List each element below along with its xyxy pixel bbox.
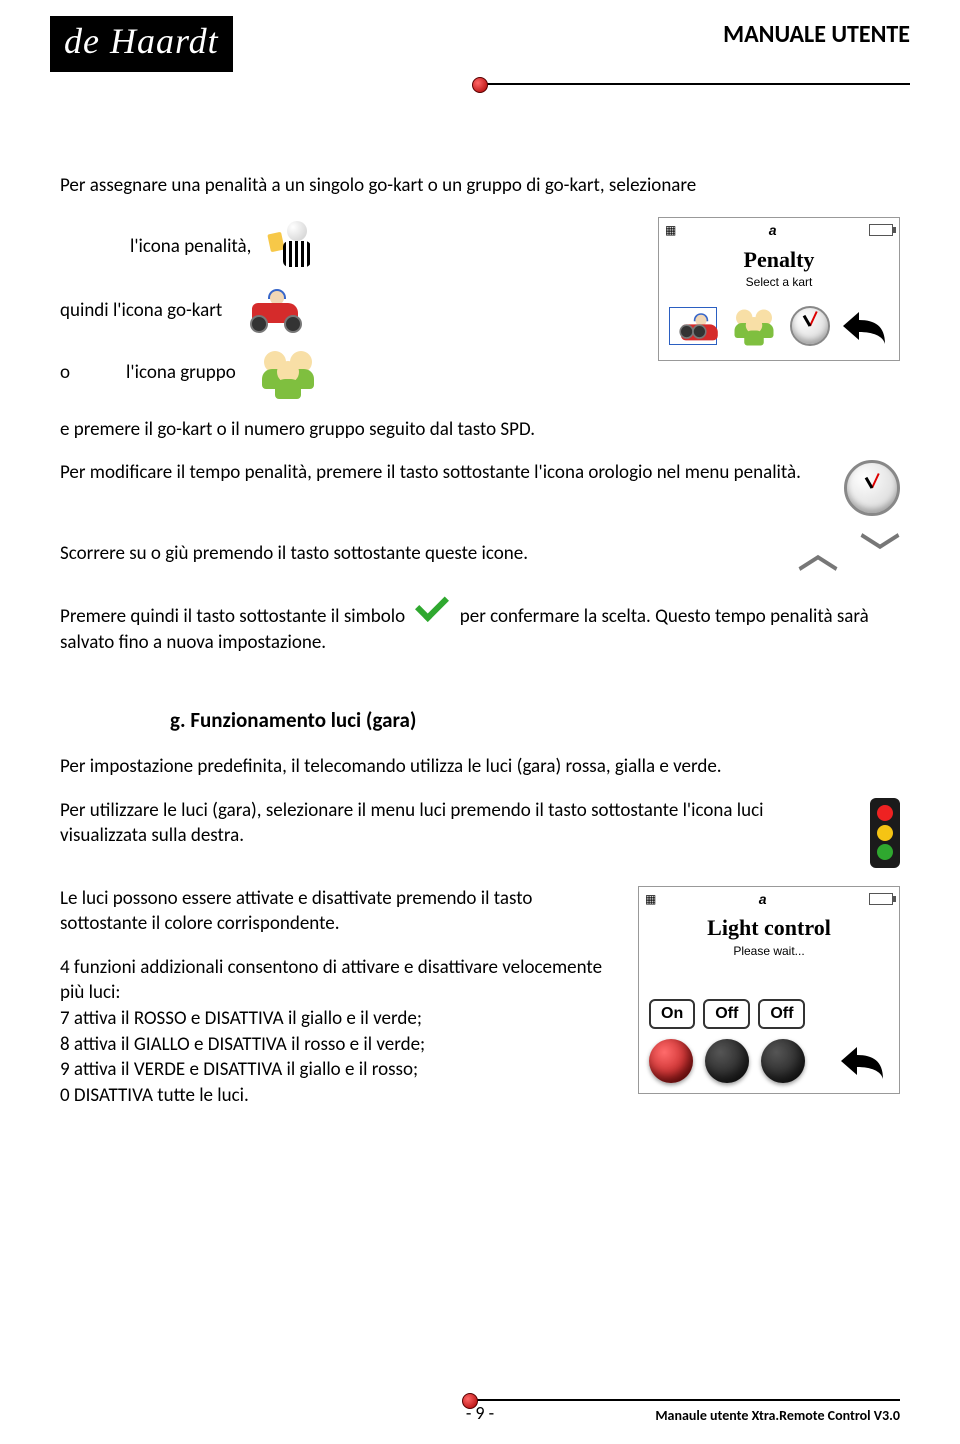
screen-clock-option[interactable]	[790, 306, 830, 346]
divider-dot-icon	[472, 77, 488, 93]
document-page: de Haardt MANUALE UTENTE Per assegnare u…	[0, 0, 960, 1444]
row-lightcontrol: Le luci possono essere attivate e disatt…	[60, 886, 900, 1109]
penalty-screen-mock: ▦ a Penalty Select a kart	[658, 217, 900, 362]
paragraph: Per assegnare una penalità a un singolo …	[60, 173, 900, 199]
row-scroll: Scorrere su o giù premendo il tasto sott…	[60, 534, 900, 574]
paragraph: Scorrere su o giù premendo il tasto sott…	[60, 541, 768, 567]
paragraph: Per modificare il tempo penalità, premer…	[60, 460, 824, 486]
on-button[interactable]: On	[649, 999, 695, 1029]
paragraph: Le luci possono essere attivate e disatt…	[60, 886, 618, 937]
go-kart-icon	[246, 289, 306, 333]
label-o: o	[60, 360, 70, 386]
label-icona-penalita: l'icona penalità,	[130, 234, 251, 260]
row-icona-gruppo: o l'icona gruppo	[60, 349, 638, 397]
chevron-down-icon: ﹀	[860, 534, 900, 574]
screen-kart-option[interactable]	[669, 307, 717, 345]
header-divider	[480, 83, 910, 85]
penalty-block: l'icona penalità, quindi l'icona go-kart…	[60, 217, 900, 399]
header-right: MANUALE UTENTE	[480, 16, 910, 85]
footer-divider	[470, 1399, 900, 1401]
traffic-light-icon	[870, 798, 900, 868]
checkmark-icon	[409, 592, 455, 622]
brand-logo: de Haardt	[50, 16, 233, 72]
paragraph-confirm: Premere quindi il tasto sottostante il s…	[60, 592, 900, 655]
screen-group-option[interactable]	[726, 302, 782, 350]
page-number: - 9 -	[466, 1402, 494, 1424]
led-off-icon[interactable]	[705, 1039, 749, 1083]
lights-text-column: Le luci possono essere attivate e disatt…	[60, 886, 618, 1109]
footer-doc-title: Manaule utente Xtra.Remote Control V3.0	[655, 1407, 900, 1424]
manual-title: MANUALE UTENTE	[480, 20, 910, 49]
row-clock: Per modificare il tempo penalità, premer…	[60, 460, 900, 516]
led-off-icon[interactable]	[761, 1039, 805, 1083]
battery-icon	[869, 224, 893, 236]
row-traffic: Per utilizzare le luci (gara), seleziona…	[60, 798, 900, 868]
row-icona-penalita: l'icona penalità,	[60, 219, 638, 275]
paragraph: Per impostazione predefinita, il telecom…	[60, 754, 900, 780]
antenna-label: a	[769, 221, 777, 240]
battery-icon	[869, 893, 893, 905]
light-control-screen-mock: ▦ a Light control Please wait... On Off …	[638, 886, 900, 1094]
off-button[interactable]: Off	[703, 999, 750, 1029]
off-button[interactable]: Off	[758, 999, 805, 1029]
screen-subtitle: Please wait...	[639, 943, 899, 959]
screen-title: Penalty	[659, 245, 899, 275]
clock-icon	[844, 460, 900, 516]
label-icona-gruppo: l'icona gruppo	[126, 360, 236, 386]
screen-button-row: On Off Off	[639, 993, 899, 1035]
up-down-chevrons-icon: ︿ ﹀	[798, 534, 900, 574]
label-quindi: quindi l'icona go-kart	[60, 298, 222, 324]
list-item: 8 attiva il GIALLO e DISATTIVA il rosso …	[60, 1032, 618, 1058]
group-icon	[260, 349, 316, 397]
screen-statusbar: ▦ a	[659, 218, 899, 243]
penalty-text-column: l'icona penalità, quindi l'icona go-kart…	[60, 217, 638, 399]
screen-back-button[interactable]	[839, 306, 889, 346]
page-header: de Haardt MANUALE UTENTE	[0, 0, 960, 85]
screen-icon-row	[659, 296, 899, 360]
chevron-up-icon: ︿	[798, 534, 838, 574]
antenna-label: a	[759, 890, 767, 909]
referee-penalty-icon	[269, 219, 325, 275]
screen-back-button[interactable]	[835, 1041, 889, 1081]
page-content: Per assegnare una penalità a un singolo …	[0, 85, 960, 1109]
paragraph: Per utilizzare le luci (gara), seleziona…	[60, 798, 846, 849]
signal-icon: ▦	[645, 891, 656, 907]
screen-title: Light control	[639, 913, 899, 943]
paragraph: e premere il go-kart o il numero gruppo …	[60, 417, 900, 443]
signal-icon: ▦	[665, 222, 676, 238]
row-icona-gokart: quindi l'icona go-kart	[60, 289, 638, 333]
screen-led-row	[639, 1035, 899, 1093]
section-heading-g: g. Funzionamento luci (gara)	[170, 706, 900, 734]
list-item: 9 attiva il VERDE e DISATTIVA il giallo …	[60, 1057, 618, 1083]
list-item: 7 attiva il ROSSO e DISATTIVA il giallo …	[60, 1006, 618, 1032]
list-item: 0 DISATTIVA tutte le luci.	[60, 1083, 618, 1109]
text-before-check: Premere quindi il tasto sottostante il s…	[60, 605, 405, 628]
screen-statusbar: ▦ a	[639, 887, 899, 912]
paragraph: 4 funzioni addizionali consentono di att…	[60, 955, 618, 1006]
led-red-icon[interactable]	[649, 1039, 693, 1083]
screen-subtitle: Select a kart	[659, 274, 899, 290]
